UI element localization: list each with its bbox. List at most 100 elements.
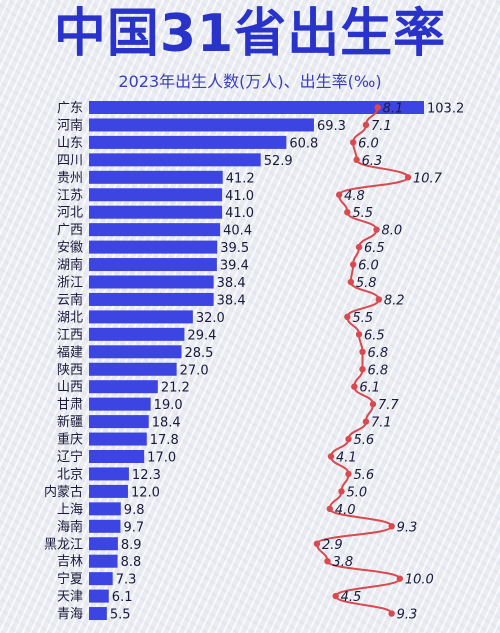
- rate-point: [327, 453, 335, 460]
- bar: [89, 450, 145, 463]
- category-label: 黑龙江: [44, 537, 83, 552]
- bar-value-label: 40.4: [223, 224, 252, 239]
- chart-subtitle: 2023年出生人数(万人)、出生率(‰): [118, 72, 382, 91]
- bar: [89, 607, 107, 621]
- rate-value-label: 2.9: [322, 538, 343, 553]
- rate-point: [353, 156, 360, 164]
- category-label: 辽宁: [57, 449, 83, 465]
- rate-value-label: 10.0: [405, 573, 434, 588]
- bar: [89, 223, 221, 237]
- bar: [89, 205, 223, 219]
- bar-value-label: 21.2: [161, 381, 190, 396]
- bar: [89, 572, 113, 586]
- category-label: 江苏: [57, 187, 83, 203]
- category-label: 广东: [57, 101, 83, 116]
- category-label: 云南: [57, 292, 83, 308]
- category-label: 上海: [57, 502, 83, 517]
- bar: [89, 432, 147, 446]
- bar-value-label: 12.0: [131, 485, 160, 500]
- bar: [89, 101, 424, 114]
- bar-value-label: 17.8: [150, 433, 179, 448]
- rate-value-label: 4.1: [336, 451, 357, 466]
- rate-value-label: 5.5: [352, 206, 373, 221]
- rate-point: [355, 331, 363, 338]
- bar: [89, 519, 121, 533]
- rate-value-label: 3.8: [333, 555, 354, 570]
- bar-value-label: 8.9: [121, 538, 142, 553]
- rate-point: [345, 435, 352, 443]
- bar-value-label: 41.2: [226, 171, 255, 186]
- rate-point: [335, 191, 343, 198]
- category-label: 宁夏: [57, 571, 83, 587]
- category-label: 安徽: [57, 241, 83, 256]
- rate-line: [315, 107, 410, 615]
- bar: [89, 170, 223, 184]
- rate-point: [326, 505, 334, 513]
- bar: [89, 397, 151, 411]
- rate-point: [388, 523, 395, 530]
- bar-value-label: 69.3: [317, 119, 346, 134]
- rate-value-label: 4.5: [341, 590, 362, 605]
- bar-value-label: 12.3: [132, 468, 161, 483]
- rate-point: [324, 558, 331, 565]
- bar-value-label: 38.4: [217, 276, 246, 291]
- rate-value-label: 5.6: [354, 433, 375, 448]
- bar-value-label: 8.8: [121, 555, 142, 570]
- rate-value-label: 8.2: [384, 293, 405, 308]
- bar: [89, 275, 214, 289]
- bar: [89, 362, 177, 376]
- rate-value-label: 6.1: [359, 381, 380, 396]
- bar: [89, 415, 149, 429]
- category-label: 山东: [57, 136, 83, 151]
- rate-value-label: 6.8: [368, 363, 389, 378]
- bar: [89, 467, 129, 481]
- category-label: 浙江: [57, 276, 83, 291]
- rate-value-label: 5.5: [352, 311, 373, 326]
- rate-point: [369, 400, 377, 408]
- rate-value-label: 6.8: [368, 346, 389, 361]
- rate-value-label: 6.5: [364, 241, 385, 256]
- bar: [89, 258, 217, 272]
- category-label: 天津: [57, 590, 83, 605]
- bar-value-label: 18.4: [152, 416, 181, 431]
- rate-point: [362, 418, 370, 425]
- rate-point: [374, 104, 381, 111]
- category-label: 陕西: [57, 363, 83, 378]
- rate-point: [355, 243, 363, 251]
- rate-point: [344, 209, 351, 216]
- rate-point: [313, 540, 321, 547]
- bar: [89, 240, 218, 254]
- category-label: 新疆: [57, 414, 83, 430]
- rate-value-label: 4.8: [344, 189, 365, 204]
- bar-value-label: 5.5: [110, 608, 131, 623]
- rate-point: [362, 121, 370, 129]
- rate-value-label: 9.3: [397, 608, 418, 623]
- rate-value-label: 5.8: [356, 276, 377, 291]
- rate-point: [332, 592, 339, 600]
- bar: [89, 292, 214, 306]
- category-label: 海南: [57, 519, 83, 535]
- bar-value-label: 9.8: [124, 503, 145, 518]
- bar-value-label: 7.3: [116, 573, 137, 588]
- rate-value-label: 6.0: [358, 136, 379, 151]
- rate-point: [347, 278, 355, 286]
- rate-point: [359, 366, 366, 373]
- bar-value-label: 39.5: [220, 241, 249, 256]
- rate-value-label: 10.7: [413, 171, 443, 186]
- category-label: 吉林: [57, 555, 83, 570]
- bar: [89, 502, 121, 516]
- category-label: 广西: [57, 223, 83, 238]
- rate-point: [388, 610, 395, 617]
- category-label: 甘肃: [57, 398, 83, 413]
- bar: [89, 310, 193, 324]
- rate-point: [359, 348, 366, 355]
- bar-value-label: 38.4: [217, 293, 246, 308]
- rate-point: [404, 174, 412, 181]
- rate-value-label: 8.0: [382, 224, 403, 239]
- rate-value-label: 6.0: [358, 259, 379, 274]
- rate-value-label: 7.1: [371, 416, 392, 431]
- rate-value-label: 5.0: [347, 485, 368, 500]
- bar-value-label: 17.0: [147, 451, 176, 466]
- bar-value-label: 9.7: [123, 520, 144, 535]
